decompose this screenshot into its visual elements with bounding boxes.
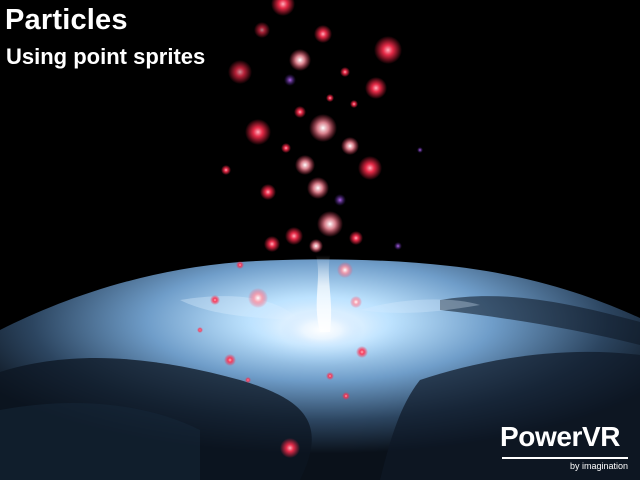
logo-brand: PowerVR	[500, 421, 621, 452]
powervr-logo: PowerVR by imagination	[500, 420, 636, 476]
demo-subtitle: Using point sprites	[6, 44, 206, 69]
particle-cloud	[197, 0, 423, 458]
demo-title: Particles	[5, 4, 128, 36]
logo-tagline: by imagination	[569, 461, 628, 471]
logo-underline	[502, 457, 628, 459]
ground-plane	[0, 255, 640, 480]
